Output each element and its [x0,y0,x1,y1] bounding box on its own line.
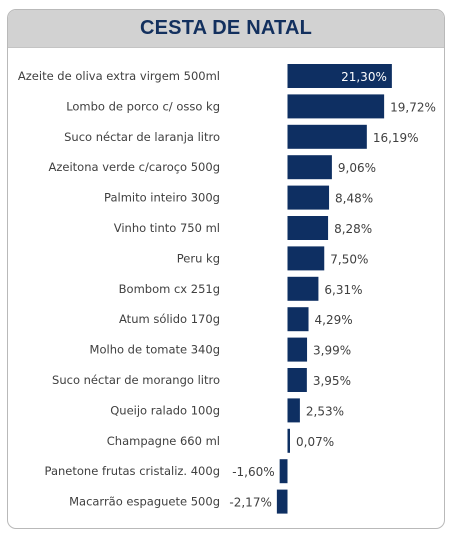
bar [287,64,392,88]
bar [287,246,325,271]
category-label: Queijo ralado 100g [110,403,220,417]
value-label: -1,60% [232,465,274,479]
bar [287,428,290,453]
bar [287,276,319,301]
category-label: Azeitona verde c/caroço 500g [49,160,221,174]
title-bar: CESTA DE NATAL [8,10,444,48]
chart-title: CESTA DE NATAL [139,17,313,39]
value-label: 8,28% [334,222,372,236]
value-label: 3,95% [313,374,351,388]
category-label: Suco néctar de laranja litro [64,130,220,144]
category-label: Panetone frutas cristaliz. 400g [45,464,220,478]
category-label: Champagne 660 ml [107,434,220,448]
value-label: 9,06% [338,161,376,175]
value-label: 2,53% [306,404,344,418]
bar [287,398,300,423]
category-label: Bombom cx 251g [119,282,220,296]
value-label: 7,50% [330,252,368,266]
category-label: Palmito inteiro 300g [104,191,220,205]
category-label: Peru kg [177,251,220,265]
category-label: Suco néctar de morango litro [52,373,220,387]
bar [287,155,332,180]
value-label: 3,99% [313,344,351,358]
bar [287,368,307,392]
bar [287,185,330,210]
value-label: 21,30% [341,70,387,84]
category-label: Azeite de oliva extra virgem 500ml [18,69,220,83]
value-label: 6,31% [324,283,362,297]
category-label: Atum sólido 170g [119,312,220,326]
value-label: 16,19% [373,131,419,145]
category-label: Macarrão espaguete 500g [69,495,220,509]
bar [276,489,288,514]
bar [287,216,329,240]
bar [287,94,385,119]
value-label: 19,72% [390,100,436,114]
value-label: 8,48% [335,192,373,206]
value-label: 4,29% [315,313,353,327]
bar [279,459,288,484]
bar [287,124,367,149]
bar [287,337,308,362]
category-label: Lombo de porco c/ osso kg [66,99,220,113]
bar [287,307,309,332]
category-label: Vinho tinto 750 ml [114,221,220,235]
value-label: 0,07% [296,435,334,449]
value-label: -2,17% [229,496,271,510]
category-label: Molho de tomate 340g [90,343,220,357]
